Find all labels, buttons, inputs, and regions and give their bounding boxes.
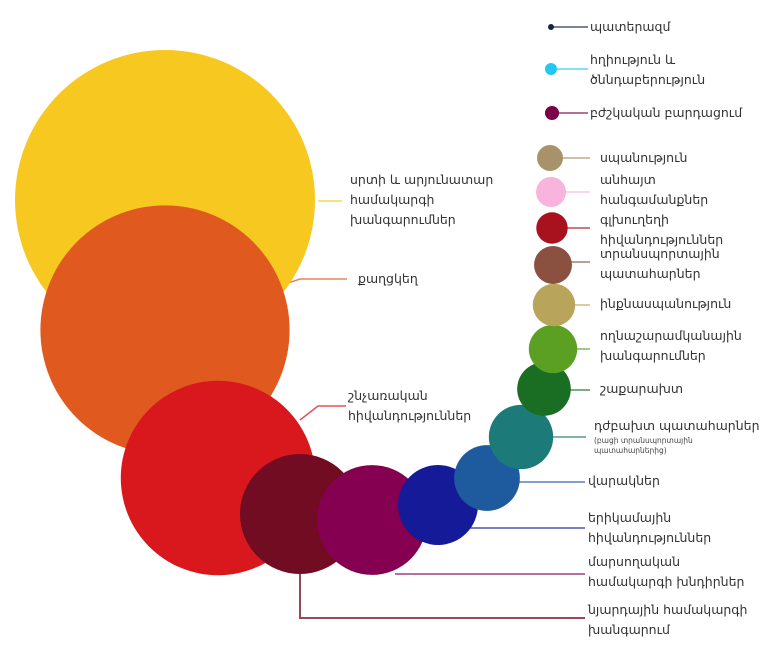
bubble-label: երիկամային հիվանդություններ	[588, 508, 711, 548]
bubble-sublabel: (բացի տրանսպորտային պատահարներից)	[594, 436, 693, 455]
bubble	[544, 105, 560, 121]
bubble-label-text: տրանսպորտային պատահարներ	[600, 246, 720, 281]
bubble-label-text: սպանություն	[600, 150, 688, 165]
bubble-label: նյարդային համակարգի խանգարում	[588, 600, 747, 640]
bubble	[532, 283, 576, 327]
bubble-label: շաքարախտ	[600, 379, 683, 399]
bubble-label: մարսողական համակարգի խնդիրներ	[588, 552, 744, 592]
bubble-label-text: նյարդային համակարգի խանգարում	[588, 602, 748, 637]
bubble-label-text: շնչառական հիվանդություններ	[348, 388, 472, 423]
leader-line	[299, 405, 346, 421]
bubble-label-text: գլխուղեղի հիվանդություններ	[600, 212, 724, 247]
bubble	[534, 246, 572, 284]
bubble-label: գլխուղեղի հիվանդություններ	[600, 210, 723, 250]
bubble-label: շնչառական հիվանդություններ	[348, 386, 471, 426]
bubble-label: ողնաշարամկանային խանգարումներ	[600, 326, 742, 366]
bubble-label: դժբախտ պատահարներ (բացի տրանսպորտային պատ…	[594, 416, 760, 456]
bubble-label-text: հղիություն և ծննդաբերություն	[590, 52, 706, 87]
bubble-label: անհայտ հանգամանքներ	[600, 170, 708, 210]
bubble-label-text: բժշկական բարդացում	[590, 105, 743, 120]
bubble-label-text: երիկամային հիվանդություններ	[588, 510, 712, 545]
bubble-label-text: սրտի և արյունատար համակարգի խանգարումներ	[350, 172, 494, 227]
bubble	[536, 177, 566, 207]
bubble-label-text: վարակներ	[588, 473, 660, 488]
bubble-label: վարակներ	[588, 471, 660, 491]
bubble-label-text: քաղցկեղ	[358, 271, 418, 286]
bubble-label-text: շաքարախտ	[600, 381, 684, 396]
bubble	[545, 63, 557, 75]
bubble-label: քաղցկեղ	[358, 269, 418, 289]
bubble	[536, 212, 568, 244]
bubble-label: ինքնասպանություն	[600, 294, 731, 314]
bubble-label: սրտի և արյունատար համակարգի խանգարումներ	[350, 170, 493, 230]
bubble	[548, 24, 554, 30]
bubble	[537, 145, 563, 171]
bubble	[517, 362, 571, 416]
bubble-label-text: մարսողական համակարգի խնդիրներ	[588, 554, 745, 589]
leader-line	[299, 560, 585, 619]
bubble-label: սպանություն	[600, 148, 687, 168]
bubble-label-text: անհայտ հանգամանքներ	[600, 172, 709, 207]
bubble-label-text: ողնաշարամկանային խանգարումներ	[600, 328, 742, 363]
bubble	[317, 465, 427, 575]
bubble-label: պատերազմ	[590, 17, 670, 37]
leader-line	[287, 278, 347, 284]
bubble-label: տրանսպորտային պատահարներ	[600, 244, 720, 284]
bubble-label-text: ինքնասպանություն	[600, 296, 732, 311]
bubble-label: հղիություն և ծննդաբերություն	[590, 50, 705, 90]
bubble	[488, 404, 554, 470]
bubble-label: բժշկական բարդացում	[590, 103, 742, 123]
bubble-label-text: պատերազմ	[590, 19, 671, 34]
bubble-label-text: դժբախտ պատահարներ	[594, 418, 760, 433]
bubble	[528, 324, 578, 374]
